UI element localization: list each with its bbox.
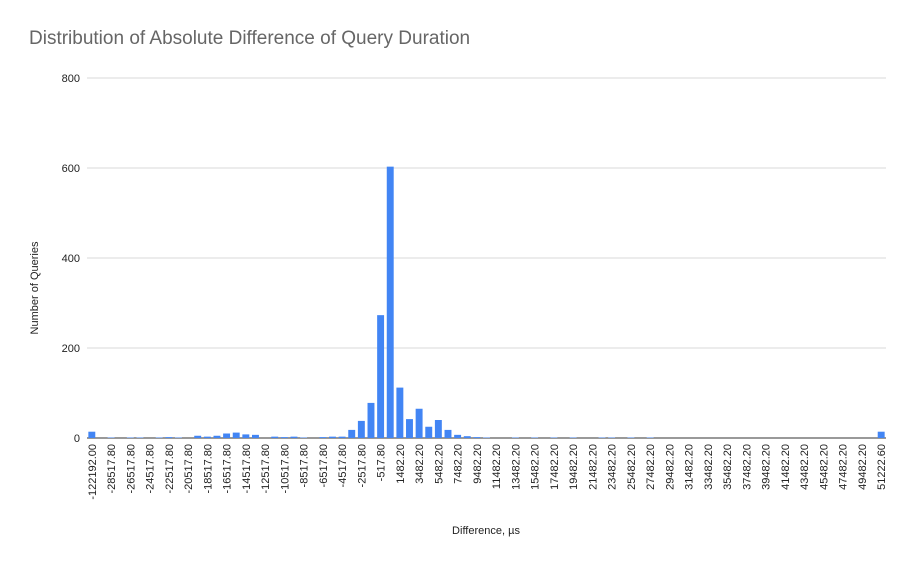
x-tick-label: -24517.80 xyxy=(145,444,157,494)
bar xyxy=(223,433,231,438)
x-tick-label: 31482.20 xyxy=(684,444,696,490)
bar xyxy=(444,429,452,438)
bar xyxy=(434,420,442,438)
x-tick-label: 35482.20 xyxy=(722,444,734,490)
gridlines xyxy=(87,77,886,439)
x-tick-label: 13482.20 xyxy=(510,444,522,490)
bar xyxy=(415,408,423,438)
bar xyxy=(203,436,211,438)
x-tick-label: -28517.80 xyxy=(106,444,118,494)
x-tick-label: 39482.20 xyxy=(761,444,773,490)
x-tick-label: 41482.20 xyxy=(780,444,792,490)
x-tick-label: 7482.20 xyxy=(453,444,465,484)
x-tick-label: 33482.20 xyxy=(703,444,715,490)
bar xyxy=(338,436,346,438)
x-tick-label: -16517.80 xyxy=(222,444,234,494)
x-tick-label: 17482.20 xyxy=(549,444,561,490)
x-axis-ticks: -122192.00 -28517.80 -26517.80 -24517.80 -22… xyxy=(87,444,888,500)
x-tick-label: 1482.20 xyxy=(395,444,407,484)
bar xyxy=(232,432,240,438)
bar xyxy=(357,420,365,438)
bar xyxy=(280,437,288,438)
x-tick-label: -20517.80 xyxy=(183,444,195,494)
x-tick-label: 43482.20 xyxy=(799,444,811,490)
x-tick-label: -26517.80 xyxy=(125,444,137,494)
bar xyxy=(348,429,356,438)
x-tick-label: -10517.80 xyxy=(279,444,291,494)
bar xyxy=(213,435,221,438)
x-tick-label: 11482.20 xyxy=(491,444,503,489)
x-tick-label: 27482.20 xyxy=(645,444,657,490)
bar xyxy=(271,436,279,438)
x-tick-label: 51222.60 xyxy=(876,444,888,490)
x-tick-label: -8517.80 xyxy=(299,444,311,487)
bar xyxy=(406,419,413,438)
y-axis-ticks: 0 200 400 600 800 xyxy=(62,73,80,445)
y-tick-label: 200 xyxy=(62,343,80,355)
bar xyxy=(877,431,885,438)
bar xyxy=(290,436,298,438)
x-tick-label: 45482.20 xyxy=(818,444,830,490)
y-tick-label: 400 xyxy=(62,253,80,265)
bar xyxy=(242,434,250,438)
y-axis-label: Number of Queries xyxy=(29,241,41,335)
x-tick-label: -4517.80 xyxy=(337,444,349,487)
bar xyxy=(425,426,433,438)
x-tick-label: 29482.20 xyxy=(664,444,676,490)
y-tick-label: 600 xyxy=(62,163,80,175)
bar xyxy=(165,437,173,438)
bar xyxy=(386,166,394,438)
bar xyxy=(367,402,375,438)
bar xyxy=(377,315,385,438)
bar xyxy=(473,437,481,438)
x-tick-label: 25482.20 xyxy=(626,444,638,490)
x-tick-label: 9482.20 xyxy=(472,444,484,484)
chart-title: Distribution of Absolute Difference of Q… xyxy=(29,28,471,49)
y-tick-label: 0 xyxy=(74,433,80,445)
x-tick-label: 47482.20 xyxy=(838,444,850,490)
bar xyxy=(454,434,462,438)
x-tick-label: 15482.20 xyxy=(530,444,542,490)
x-tick-label: -18517.80 xyxy=(202,444,214,494)
x-tick-label: -14517.80 xyxy=(241,444,253,494)
x-tick-label: 5482.20 xyxy=(433,444,445,484)
bar xyxy=(194,435,202,438)
x-tick-label: -517.80 xyxy=(376,444,388,481)
x-tick-label: 19482.20 xyxy=(568,444,580,490)
bar xyxy=(88,431,96,438)
y-tick-label: 800 xyxy=(62,73,80,85)
bar xyxy=(252,434,259,438)
x-tick-label: 37482.20 xyxy=(741,444,753,490)
bar xyxy=(463,436,471,438)
bar xyxy=(329,436,336,438)
x-tick-label: 23482.20 xyxy=(607,444,619,490)
x-tick-label: 3482.20 xyxy=(414,444,426,484)
x-tick-label: -12517.80 xyxy=(260,444,272,494)
x-tick-label: 21482.20 xyxy=(587,444,599,490)
x-tick-label: -22517.80 xyxy=(164,444,176,494)
x-tick-label: 49482.20 xyxy=(857,444,869,490)
bar xyxy=(319,437,327,438)
bar xyxy=(396,387,404,438)
x-tick-label: -2517.80 xyxy=(356,444,368,487)
bars xyxy=(88,166,885,438)
x-tick-label: -122192.00 xyxy=(87,444,99,500)
x-tick-label: -6517.80 xyxy=(318,444,330,487)
x-axis-label: Difference, µs xyxy=(452,525,520,537)
